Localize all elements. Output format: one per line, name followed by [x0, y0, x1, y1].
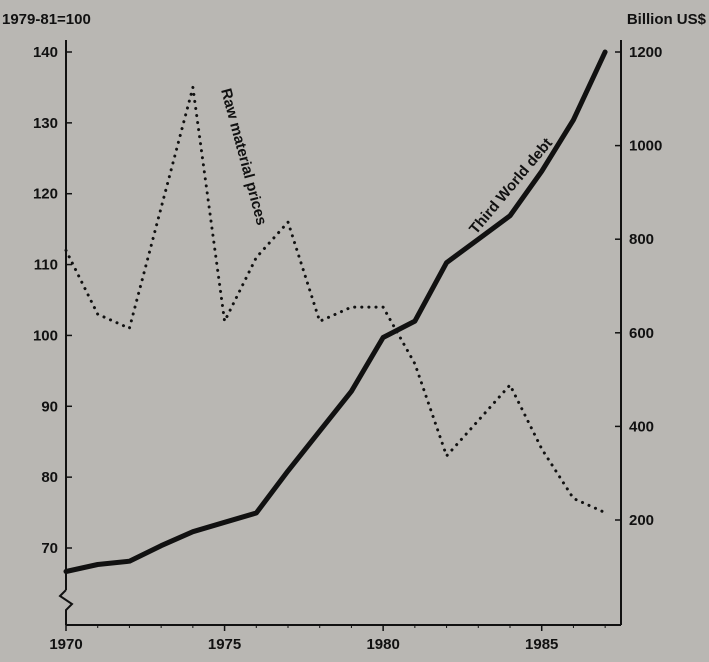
x-tick-label: 1975: [208, 636, 241, 653]
left-tick-label: 110: [34, 257, 58, 274]
axes: [58, 40, 622, 631]
series-layer: [63, 49, 608, 574]
left-tick-label: 100: [33, 327, 58, 344]
x-tick-label: 1985: [525, 636, 558, 653]
right-tick-label: 400: [629, 418, 654, 435]
x-tick-label: 1970: [49, 636, 82, 653]
left-axis-unit: 1979-81=100: [2, 11, 91, 28]
right-tick-label: 1000: [629, 138, 662, 155]
left-tick-label: 90: [41, 398, 58, 415]
right-tick-label: 800: [629, 231, 654, 248]
left-axis-break: [58, 589, 74, 625]
left-tick-label: 130: [33, 115, 58, 132]
series-line-raw-material-prices: [64, 85, 607, 515]
left-tick-label: 120: [33, 186, 58, 203]
left-tick-label: 140: [33, 44, 58, 61]
right-axis-unit: Billion US$: [627, 11, 707, 28]
x-tick-label: 1980: [366, 636, 399, 653]
right-tick-label: 600: [629, 325, 654, 342]
right-tick-label: 200: [629, 512, 654, 529]
series-line-third-world-debt: [63, 49, 608, 574]
left-tick-label: 70: [41, 540, 58, 557]
right-tick-label: 1200: [629, 44, 662, 61]
left-tick-label: 80: [41, 469, 58, 486]
tick-labels: 70 80 90 100 110 120 130 140 200 400 600 800 1000 120…: [33, 44, 662, 653]
